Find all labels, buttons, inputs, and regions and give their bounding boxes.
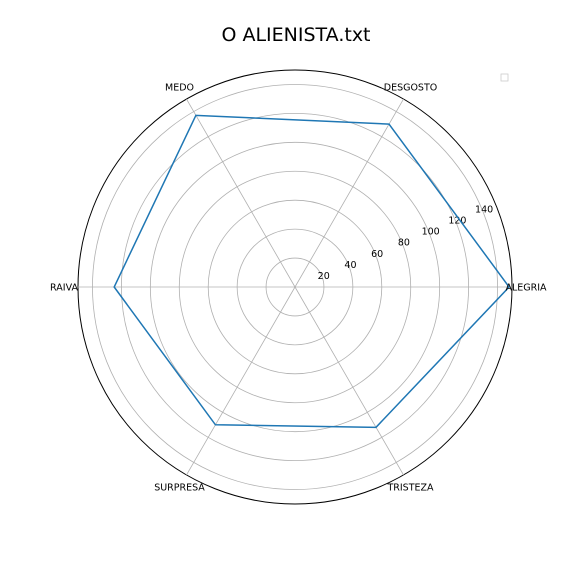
category-label-alegria: ALEGRIA xyxy=(505,283,547,294)
chart-title: O ALIENISTA.txt xyxy=(221,24,370,46)
tick-label: 80 xyxy=(398,238,410,249)
category-label-medo: MEDO xyxy=(165,82,194,93)
spoke-surpresa xyxy=(186,286,296,476)
spoke-desgosto xyxy=(294,98,404,288)
series xyxy=(113,114,510,429)
tick-label: 120 xyxy=(448,216,466,227)
spoke-medo xyxy=(186,98,296,288)
spokes xyxy=(78,98,512,476)
tick-label: 60 xyxy=(371,249,383,260)
tick-label: 140 xyxy=(475,204,493,215)
category-label-tristeza: TRISTEZA xyxy=(386,483,434,494)
spoke-tristeza xyxy=(294,286,404,476)
category-label-desgosto: DESGOSTO xyxy=(384,82,438,93)
category-labels: ALEGRIA DESGOSTO MEDO RAIVA SURPRESA TRISTEZA xyxy=(50,82,547,493)
tick-label: 20 xyxy=(318,271,330,282)
category-label-surpresa: SURPRESA xyxy=(154,483,205,494)
radial-ticks: 20 40 60 80 100 120 140 xyxy=(318,204,494,281)
category-label-raiva: RAIVA xyxy=(50,283,78,294)
tick-label: 100 xyxy=(422,227,440,238)
series-line xyxy=(113,114,510,429)
tick-label: 40 xyxy=(344,260,356,271)
legend-box xyxy=(500,73,509,82)
